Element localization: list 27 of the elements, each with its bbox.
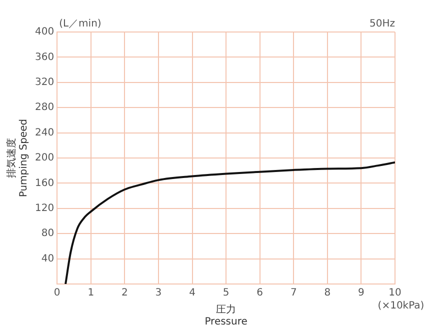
y-tick-label: 360 — [34, 52, 54, 63]
y-tick-label: 240 — [34, 127, 54, 138]
y-axis-title: 排気速度 Pumping Speed — [6, 118, 30, 198]
x-tick-label: 3 — [155, 288, 162, 299]
y-tick-label: 40 — [41, 253, 54, 264]
y-tick-label: 80 — [41, 228, 54, 240]
text: (L／min) — [59, 18, 102, 30]
line-series — [64, 161, 395, 284]
x-tick-label: 2 — [121, 288, 128, 299]
x-tick-label: 4 — [189, 288, 196, 299]
y-tick-label: 200 — [34, 152, 54, 164]
x-tick-label: 6 — [256, 288, 264, 299]
y-tick-label: 280 — [34, 102, 54, 114]
x-tick-label: 8 — [324, 288, 331, 299]
x-tick-label: 7 — [290, 288, 297, 299]
y-tick-label: 160 — [34, 178, 54, 189]
y-tick-label: 400 — [34, 26, 54, 38]
x-tick-label: 9 — [358, 288, 364, 299]
text: 50Hz — [370, 18, 395, 30]
y-tick-label: 320 — [34, 76, 54, 88]
x-axis-title: 圧力 Pressure — [204, 304, 248, 328]
x-tick-label: 10 — [388, 288, 402, 299]
y-tick-label: 120 — [34, 202, 54, 214]
x-tick-label: 0 — [54, 288, 60, 299]
x-tick-label: 5 — [222, 288, 230, 299]
x-tick-label: 1 — [88, 288, 94, 299]
text: (×10kPa) — [378, 300, 424, 312]
